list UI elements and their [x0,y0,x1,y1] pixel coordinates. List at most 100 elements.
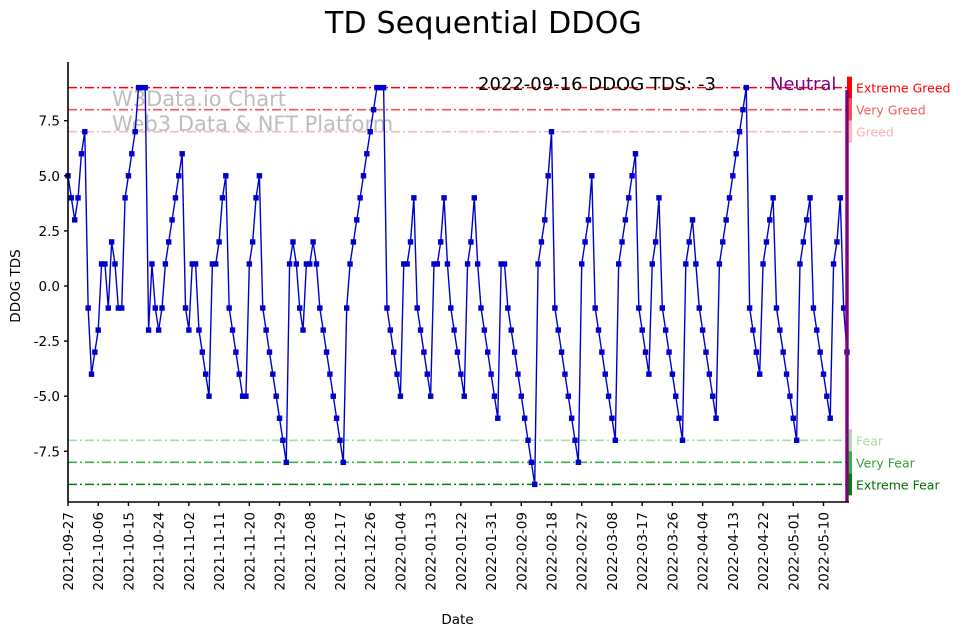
data-point [498,261,504,267]
data-point [542,217,548,223]
data-point [82,129,88,135]
data-point [206,393,212,399]
data-point [770,195,776,201]
data-point [454,349,461,355]
threshold-tab-extreme-fear [847,473,852,496]
data-point [394,371,400,377]
data-point [364,151,370,157]
x-tick-label: 2022-04-04 [696,512,712,590]
data-point [706,371,713,377]
data-point [162,261,169,267]
data-point [830,261,837,267]
threshold-label-very-greed: Very Greed [856,103,926,118]
data-point [662,327,669,333]
data-point [669,371,676,377]
data-point [783,371,790,377]
data-point [525,437,531,443]
data-point [115,305,122,311]
data-point [787,393,793,399]
y-tick-label: -2.5 [34,334,60,350]
data-point [814,327,820,333]
data-point [276,415,283,421]
data-point [545,173,551,179]
data-point [767,217,773,223]
data-point [746,305,753,311]
data-point [683,261,689,267]
x-tick-label: 2021-10-15 [121,512,137,590]
data-point [92,349,98,355]
data-point [417,327,424,333]
data-point [807,195,813,201]
x-tick-label: 2021-12-08 [303,512,319,590]
data-point [505,305,511,311]
data-point [629,173,635,179]
data-point [646,371,652,377]
y-axis-ticks: 7.5 5.0 2.5 0.0 -2.5 -5.0 -7.5 [34,114,68,460]
series-markers [65,84,850,488]
y-axis-title: DDOG TDS [8,249,24,322]
data-point [515,371,521,377]
data-point [548,129,555,135]
data-point [656,195,662,201]
data-point [703,349,709,355]
data-point [427,393,434,399]
data-point [532,481,538,488]
data-point [639,327,645,333]
data-point [686,239,692,245]
data-point [582,239,588,245]
data-point [330,393,336,399]
data-point [296,305,303,311]
x-tick-label: 2022-04-13 [726,512,742,590]
data-point [790,415,796,421]
data-point [736,129,743,135]
chart-title: TD Sequential DDOG [324,6,642,41]
data-point [333,415,340,421]
data-point [626,195,632,201]
data-point [196,327,202,333]
data-point [313,261,320,267]
data-point [693,261,699,267]
x-tick-label: 2022-01-31 [484,512,500,590]
data-point [444,261,451,267]
data-point [414,305,420,311]
data-point [357,195,363,201]
data-point [182,305,189,311]
threshold-tab-fear [847,429,852,452]
x-tick-label: 2022-01-04 [393,512,409,590]
data-point [303,261,310,267]
data-point [391,349,397,355]
current-value-annotation: 2022-09-16 DDOG TDS: -3 Neutral [478,74,836,95]
series-line [67,86,848,485]
data-point [780,349,786,355]
data-point [458,371,464,377]
data-point [733,151,739,157]
data-point [572,437,578,443]
data-point [340,459,347,466]
data-point [699,327,706,333]
data-point [649,261,655,267]
data-point [518,393,524,399]
data-point [407,239,414,245]
data-point [709,393,716,399]
data-point [367,129,373,135]
data-point [431,261,437,267]
x-tick-label: 2021-10-06 [91,512,107,590]
data-point [521,415,528,421]
data-point [528,459,535,466]
data-point [720,239,726,245]
data-point [112,261,118,267]
y-tick-label: -5.0 [34,389,60,405]
data-point [793,437,800,443]
data-point [730,173,736,179]
data-point [108,239,115,245]
data-point [72,217,78,223]
data-point [380,84,387,91]
data-point [142,84,148,91]
x-tick-label: 2022-03-26 [665,512,681,590]
data-point [78,151,85,157]
data-point [323,349,330,355]
data-point [689,217,696,223]
data-point [317,305,323,311]
x-tick-label: 2021-11-11 [212,512,228,590]
